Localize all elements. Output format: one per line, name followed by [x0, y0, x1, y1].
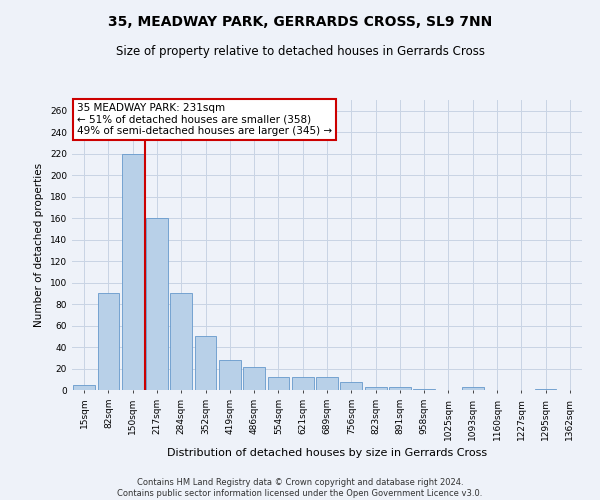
Bar: [122, 154, 143, 390]
Bar: [340, 382, 362, 390]
Y-axis label: Number of detached properties: Number of detached properties: [34, 163, 44, 327]
X-axis label: Distribution of detached houses by size in Gerrards Cross: Distribution of detached houses by size …: [167, 448, 487, 458]
Bar: [462, 387, 484, 390]
Bar: [243, 368, 265, 390]
Bar: [97, 294, 119, 390]
Bar: [268, 377, 289, 390]
Bar: [292, 377, 314, 390]
Bar: [73, 384, 95, 390]
Text: 35 MEADWAY PARK: 231sqm
← 51% of detached houses are smaller (358)
49% of semi-d: 35 MEADWAY PARK: 231sqm ← 51% of detache…: [77, 103, 332, 136]
Bar: [170, 294, 192, 390]
Bar: [219, 360, 241, 390]
Bar: [194, 336, 217, 390]
Text: Contains HM Land Registry data © Crown copyright and database right 2024.
Contai: Contains HM Land Registry data © Crown c…: [118, 478, 482, 498]
Text: 35, MEADWAY PARK, GERRARDS CROSS, SL9 7NN: 35, MEADWAY PARK, GERRARDS CROSS, SL9 7N…: [108, 15, 492, 29]
Bar: [389, 387, 411, 390]
Bar: [365, 387, 386, 390]
Bar: [413, 389, 435, 390]
Bar: [535, 389, 556, 390]
Text: Size of property relative to detached houses in Gerrards Cross: Size of property relative to detached ho…: [115, 45, 485, 58]
Bar: [316, 377, 338, 390]
Bar: [146, 218, 168, 390]
